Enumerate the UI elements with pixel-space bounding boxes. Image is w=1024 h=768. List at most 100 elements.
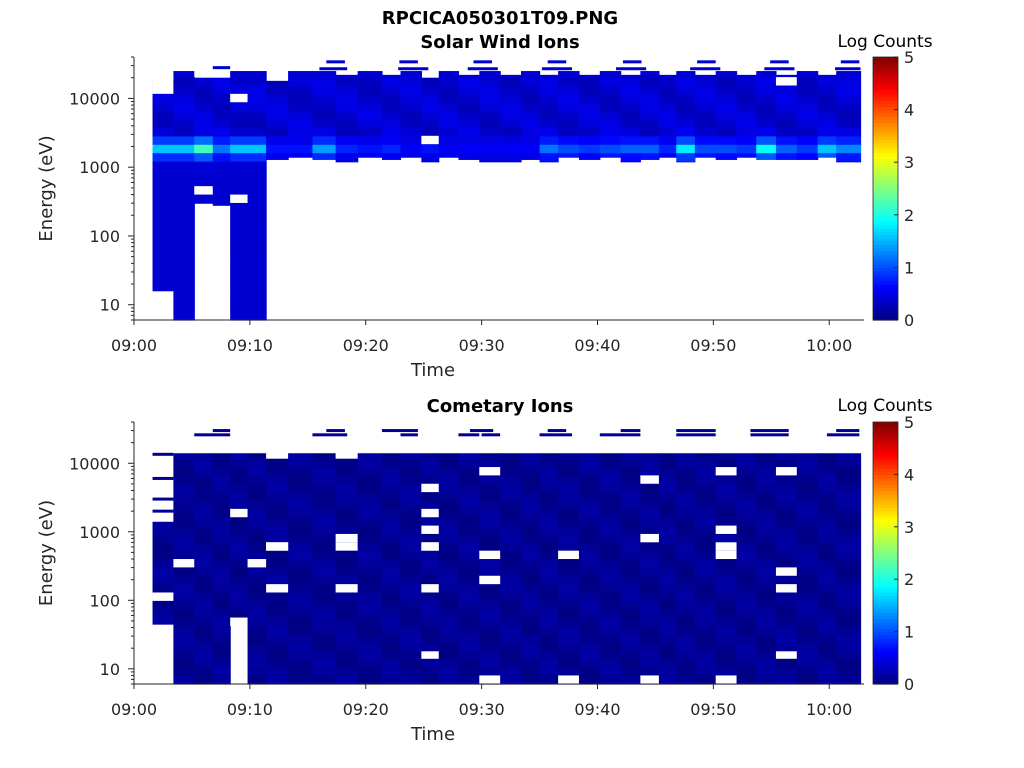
empty-bin <box>421 135 439 145</box>
heatmap-cell <box>173 533 195 543</box>
heatmap-cell <box>578 110 601 120</box>
heatmap-cell <box>578 584 601 594</box>
heatmap-cell <box>458 508 480 518</box>
sparse-bin <box>381 429 418 433</box>
heatmap-cell <box>539 600 559 610</box>
heatmap-cell <box>521 77 541 87</box>
heatmap-cell <box>836 517 862 527</box>
heatmap-cell <box>194 584 214 594</box>
heatmap-cell <box>247 600 267 610</box>
heatmap-cell <box>620 152 641 162</box>
y-tick-label: 1000 <box>79 523 120 542</box>
colorbar-segment <box>873 592 898 597</box>
heatmap-cell <box>312 642 337 652</box>
heatmap-cell <box>558 575 580 585</box>
heatmap-cell <box>756 93 777 103</box>
heatmap-cell <box>658 575 677 585</box>
heatmap-cell <box>756 453 777 460</box>
heatmap-cell <box>288 542 314 552</box>
heatmap-cell <box>230 93 267 103</box>
heatmap-cell <box>539 118 559 128</box>
heatmap-cell <box>152 236 174 246</box>
heatmap-cell <box>521 617 541 627</box>
heatmap-cell <box>640 517 660 527</box>
heatmap-cell <box>836 458 862 468</box>
heatmap-cell <box>578 517 601 527</box>
colorbar-segment <box>873 224 898 229</box>
heatmap-cell <box>173 651 195 660</box>
heatmap-cell <box>458 600 480 610</box>
heatmap-cell <box>357 508 383 518</box>
colorbar-segment <box>873 310 898 315</box>
heatmap-cell <box>479 127 501 137</box>
heatmap-cell <box>230 525 249 535</box>
heatmap-cell <box>694 675 717 685</box>
heatmap-cell <box>230 244 267 254</box>
heatmap-cell <box>247 617 267 627</box>
heatmap-cell <box>173 118 195 128</box>
heatmap-cell <box>400 135 422 145</box>
heatmap-cell <box>479 658 501 668</box>
heatmap-cell <box>152 102 174 112</box>
heatmap-cell <box>599 483 622 493</box>
heatmap-cell <box>640 144 660 154</box>
heatmap-cell <box>266 617 289 627</box>
heatmap-cell <box>756 77 777 87</box>
heatmap-cell <box>756 675 777 685</box>
heatmap-cell <box>715 458 738 468</box>
heatmap-cell <box>212 525 231 535</box>
heatmap-cell <box>676 85 696 95</box>
heatmap-cell <box>400 475 422 485</box>
colorbar-segment <box>873 211 898 216</box>
x-axis-label: Time <box>410 724 455 745</box>
heatmap-cell <box>479 161 501 163</box>
heatmap-cell <box>458 152 480 160</box>
heatmap-cell <box>756 634 777 644</box>
heatmap-cell <box>578 658 601 668</box>
heatmap-cell <box>194 152 214 162</box>
empty-bin <box>152 592 174 601</box>
colorbar-tick-label: 5 <box>904 48 914 67</box>
heatmap-cell <box>288 550 314 560</box>
heatmap-cell <box>438 458 460 468</box>
heatmap-cell <box>817 93 837 103</box>
heatmap-cell <box>312 500 337 510</box>
heatmap-cell <box>212 584 231 594</box>
heatmap-cell <box>796 642 819 652</box>
heatmap-cell <box>230 303 267 312</box>
colorbar-segment <box>873 237 898 242</box>
heatmap-cell <box>817 567 837 577</box>
colorbar-tick-label: 3 <box>904 153 914 172</box>
heatmap-cell <box>230 287 267 296</box>
heatmap-cell <box>521 467 541 476</box>
heatmap-cell <box>620 609 641 619</box>
heatmap-cell <box>521 525 541 535</box>
heatmap-cell <box>775 508 798 518</box>
sparse-bin <box>473 60 493 64</box>
heatmap-cell <box>775 658 798 668</box>
colorbar-tick-label: 2 <box>904 206 914 225</box>
heatmap-cell <box>266 85 289 95</box>
heatmap-cell <box>558 525 580 535</box>
heatmap-cell <box>775 453 798 460</box>
heatmap-cell <box>500 533 522 543</box>
colorbar-segment <box>873 142 898 147</box>
heatmap-cell <box>620 525 641 535</box>
heatmap-cell <box>400 492 422 502</box>
heatmap-cell <box>836 533 862 543</box>
empty-bin <box>247 559 267 568</box>
heatmap-cell <box>173 658 195 668</box>
heatmap-cell <box>817 667 837 677</box>
heatmap-cell <box>521 600 541 610</box>
heatmap-cell <box>194 609 214 619</box>
colorbar-segment <box>873 198 898 203</box>
heatmap-cell <box>817 492 837 502</box>
heatmap-cell <box>620 542 641 552</box>
heatmap-cell <box>558 458 580 468</box>
sparse-bin <box>152 476 174 480</box>
heatmap-cell <box>694 533 717 543</box>
heatmap-cell <box>694 508 717 518</box>
heatmap-cell <box>715 584 738 594</box>
heatmap-cell <box>836 467 862 476</box>
